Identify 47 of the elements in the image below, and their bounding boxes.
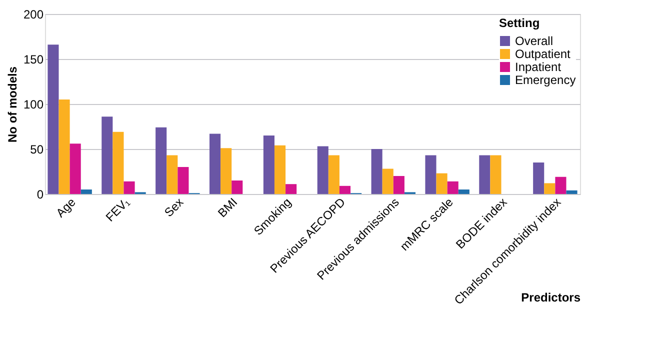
bar xyxy=(70,144,81,194)
y-tick-label: 0 xyxy=(36,188,44,202)
bar xyxy=(112,132,124,194)
bar xyxy=(371,149,382,194)
bar xyxy=(80,190,92,194)
x-tick-label: Age xyxy=(53,194,79,220)
bar xyxy=(328,155,340,194)
bar xyxy=(317,146,328,194)
x-tick-label: Sex xyxy=(162,195,186,220)
legend-label: Overall xyxy=(515,34,554,48)
bar xyxy=(382,168,394,194)
bar xyxy=(436,173,448,194)
legend-title: Setting xyxy=(499,16,540,30)
bar xyxy=(555,176,566,194)
bar xyxy=(178,167,189,194)
bar xyxy=(286,184,297,194)
bar xyxy=(566,190,578,194)
bar xyxy=(490,155,502,194)
bar xyxy=(156,127,167,194)
bar xyxy=(58,100,70,194)
bar xyxy=(458,190,470,194)
x-tick-label: BMI xyxy=(215,195,240,220)
bar xyxy=(544,183,556,194)
bar xyxy=(232,180,243,194)
bar xyxy=(263,136,274,194)
y-tick-label: 150 xyxy=(23,52,44,66)
bar xyxy=(393,176,404,194)
y-axis-title: No of models xyxy=(5,66,20,143)
y-tick-label: 200 xyxy=(23,8,44,22)
x-axis-title: Predictors xyxy=(521,290,581,305)
y-tick-label: 100 xyxy=(23,98,44,112)
legend-label: Inpatient xyxy=(515,60,562,74)
bar xyxy=(339,186,351,194)
bar xyxy=(124,181,135,194)
bar xyxy=(425,155,436,194)
bar xyxy=(447,181,458,194)
legend-label: Outpatient xyxy=(515,47,572,61)
bar xyxy=(220,148,232,194)
bar xyxy=(209,134,221,194)
bar xyxy=(274,145,286,194)
bar xyxy=(533,162,544,194)
legend-label: Emergency xyxy=(515,73,576,87)
y-tick-label: 50 xyxy=(30,142,44,156)
bar xyxy=(166,155,178,194)
bar xyxy=(102,116,113,194)
bar xyxy=(48,44,59,194)
bar xyxy=(479,155,490,194)
